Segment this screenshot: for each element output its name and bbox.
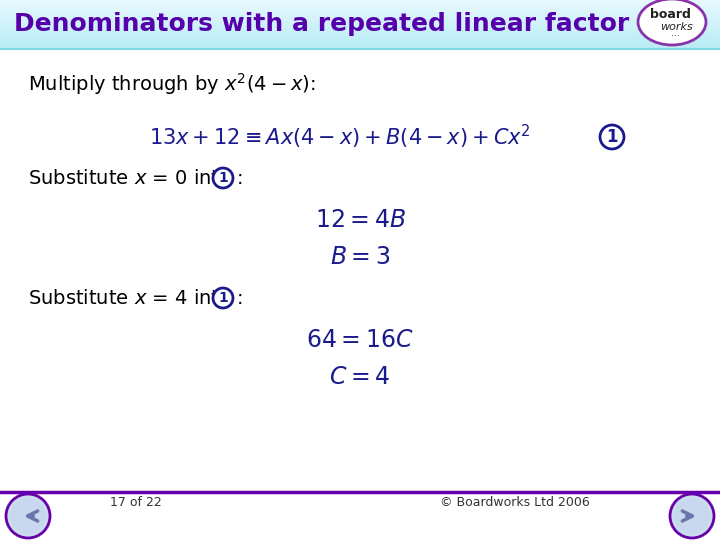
FancyBboxPatch shape — [0, 46, 720, 47]
FancyBboxPatch shape — [0, 37, 720, 38]
Text: Denominators with a repeated linear factor: Denominators with a repeated linear fact… — [14, 12, 629, 36]
FancyBboxPatch shape — [0, 3, 720, 4]
Text: $13x+12 \equiv Ax(4-x)+B(4-x)+Cx^2$: $13x+12 \equiv Ax(4-x)+B(4-x)+Cx^2$ — [149, 123, 531, 151]
FancyBboxPatch shape — [0, 12, 720, 13]
Circle shape — [674, 498, 710, 534]
FancyBboxPatch shape — [0, 45, 720, 46]
FancyBboxPatch shape — [0, 33, 720, 34]
FancyBboxPatch shape — [0, 22, 720, 23]
Circle shape — [213, 288, 233, 308]
FancyBboxPatch shape — [0, 15, 720, 16]
FancyBboxPatch shape — [0, 38, 720, 39]
FancyBboxPatch shape — [0, 28, 720, 29]
Text: :: : — [237, 288, 243, 307]
Text: $64=16C$: $64=16C$ — [306, 328, 414, 352]
FancyBboxPatch shape — [0, 1, 720, 2]
Circle shape — [600, 125, 624, 149]
FancyBboxPatch shape — [0, 17, 720, 18]
FancyBboxPatch shape — [0, 19, 720, 20]
Text: works: works — [660, 22, 693, 32]
FancyBboxPatch shape — [0, 23, 720, 24]
FancyBboxPatch shape — [0, 30, 720, 31]
Ellipse shape — [638, 0, 706, 45]
FancyBboxPatch shape — [0, 43, 720, 44]
Text: 1: 1 — [218, 291, 228, 305]
Text: board: board — [649, 9, 690, 22]
Text: $12=4B$: $12=4B$ — [315, 208, 405, 232]
Text: $B=3$: $B=3$ — [330, 245, 390, 269]
FancyBboxPatch shape — [0, 8, 720, 9]
Circle shape — [6, 494, 50, 538]
FancyBboxPatch shape — [0, 29, 720, 30]
FancyBboxPatch shape — [0, 7, 720, 8]
FancyBboxPatch shape — [0, 24, 720, 25]
FancyBboxPatch shape — [0, 44, 720, 45]
FancyBboxPatch shape — [0, 21, 720, 22]
FancyBboxPatch shape — [0, 18, 720, 19]
FancyBboxPatch shape — [0, 5, 720, 6]
Text: ···: ··· — [672, 31, 680, 41]
FancyBboxPatch shape — [0, 2, 720, 3]
Text: :: : — [237, 168, 243, 187]
FancyBboxPatch shape — [0, 36, 720, 37]
Text: 1: 1 — [606, 128, 618, 146]
FancyBboxPatch shape — [0, 27, 720, 28]
FancyBboxPatch shape — [0, 10, 720, 11]
Text: $C=4$: $C=4$ — [330, 365, 390, 389]
FancyBboxPatch shape — [0, 40, 720, 41]
FancyBboxPatch shape — [0, 9, 720, 10]
Text: Substitute $x$ = 4 into: Substitute $x$ = 4 into — [28, 288, 231, 307]
Circle shape — [10, 498, 46, 534]
FancyBboxPatch shape — [0, 25, 720, 26]
FancyBboxPatch shape — [0, 32, 720, 33]
FancyBboxPatch shape — [0, 6, 720, 7]
FancyBboxPatch shape — [0, 0, 720, 1]
FancyBboxPatch shape — [0, 14, 720, 15]
FancyBboxPatch shape — [0, 20, 720, 21]
Text: 17 of 22: 17 of 22 — [110, 496, 162, 509]
FancyBboxPatch shape — [0, 35, 720, 36]
Text: Multiply through by $x^2(4-x)$:: Multiply through by $x^2(4-x)$: — [28, 71, 315, 97]
FancyBboxPatch shape — [0, 4, 720, 5]
Text: © Boardworks Ltd 2006: © Boardworks Ltd 2006 — [440, 496, 590, 509]
FancyBboxPatch shape — [0, 42, 720, 43]
FancyBboxPatch shape — [0, 39, 720, 40]
FancyBboxPatch shape — [0, 31, 720, 32]
FancyBboxPatch shape — [0, 11, 720, 12]
FancyBboxPatch shape — [0, 41, 720, 42]
Circle shape — [670, 494, 714, 538]
Text: 1: 1 — [218, 171, 228, 185]
FancyBboxPatch shape — [0, 26, 720, 27]
FancyBboxPatch shape — [0, 34, 720, 35]
Text: Substitute $x$ = 0 into: Substitute $x$ = 0 into — [28, 168, 231, 187]
FancyBboxPatch shape — [0, 47, 720, 48]
FancyBboxPatch shape — [0, 13, 720, 14]
FancyBboxPatch shape — [0, 48, 720, 50]
Circle shape — [213, 168, 233, 188]
FancyBboxPatch shape — [0, 16, 720, 17]
